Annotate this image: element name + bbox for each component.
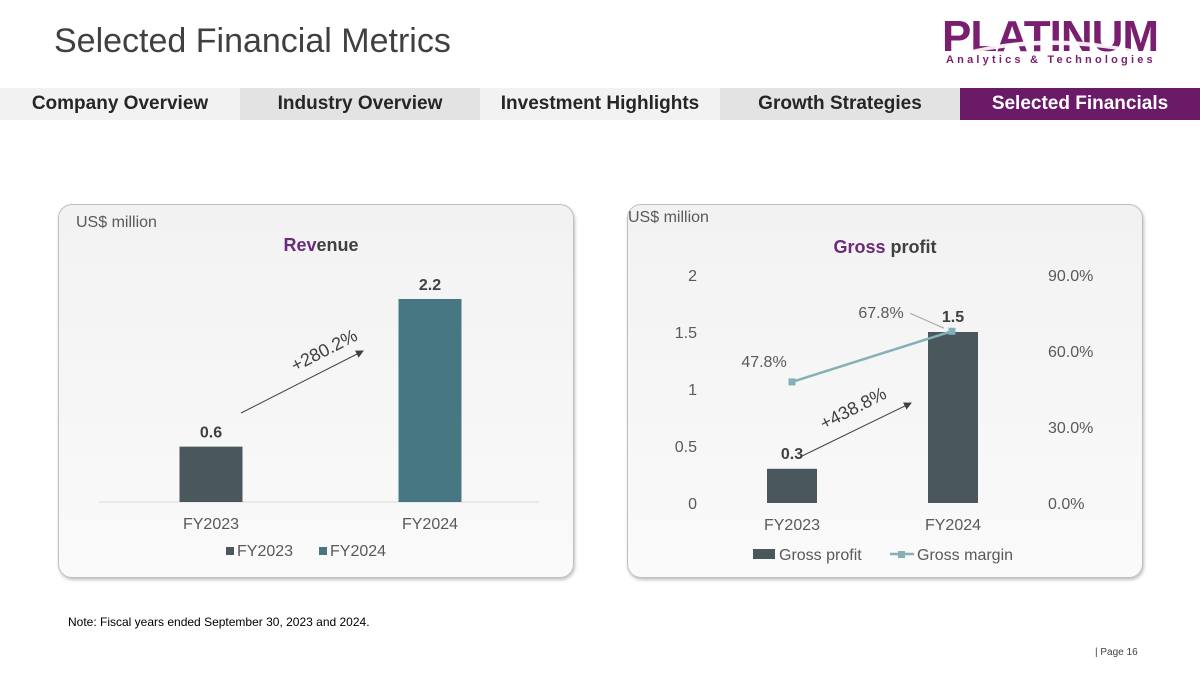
footnote: Note: Fiscal years ended September 30, 2… <box>68 615 370 629</box>
revenue-unit-label: US$ million <box>76 214 157 231</box>
gross-profit-category-fy2024: FY2024 <box>925 517 981 534</box>
revenue-bar-fy2023 <box>179 446 243 502</box>
left-axis-tick-3: 1.5 <box>675 325 697 342</box>
gross-profit-chart-title: Gross profit <box>833 237 936 257</box>
gross-profit-left-axis: 0 0.5 1 1.5 2 <box>675 268 697 513</box>
logo-swoosh-icon <box>964 40 1136 55</box>
revenue-chart-panel: US$ million Revenue 0.6 2.2 FY2023 FY202… <box>58 204 574 578</box>
gross-profit-chart: Gross profit 0 0.5 1 1.5 2 0.0% 30.0% 60.0% 90.… <box>675 237 1094 564</box>
left-axis-tick-4: 2 <box>688 268 697 285</box>
revenue-bar-fy2024 <box>398 299 462 502</box>
gross-margin-label-fy2023: 47.8% <box>741 354 786 371</box>
right-axis-tick-1: 30.0% <box>1048 420 1093 437</box>
gross-margin-label-fy2024: 67.8% <box>858 305 903 322</box>
section-nav: Company Overview Industry Overview Inves… <box>0 88 1200 120</box>
gross-margin-line <box>791 330 953 384</box>
gross-profit-right-axis: 0.0% 30.0% 60.0% 90.0% <box>1048 268 1093 513</box>
left-axis-tick-1: 0.5 <box>675 439 697 456</box>
legend-marker-gross-margin <box>898 551 905 558</box>
logo-wordmark: PLATINUM <box>942 12 1159 61</box>
logo-tagline: Analytics & Technologies <box>946 54 1156 66</box>
legend-swatch-fy2024 <box>319 547 327 555</box>
legend-swatch-fy2023 <box>226 547 234 555</box>
legend-label-fy2023: FY2023 <box>237 543 293 560</box>
legend-label-gross-margin: Gross margin <box>917 547 1013 564</box>
tab-company-overview[interactable]: Company Overview <box>0 88 240 120</box>
right-axis-tick-2: 60.0% <box>1048 344 1093 361</box>
revenue-category-fy2023: FY2023 <box>183 516 239 533</box>
gross-profit-title-part-2: profit <box>886 237 937 257</box>
gross-profit-growth-arrow <box>799 402 912 458</box>
gross-profit-title-part-1: Gross <box>833 237 885 257</box>
revenue-data-label-fy2024: 2.2 <box>419 277 441 294</box>
gross-profit-legend: Gross profit Gross margin <box>753 547 1013 564</box>
revenue-legend: FY2023 FY2024 <box>226 543 386 560</box>
tab-selected-financials[interactable]: Selected Financials <box>960 88 1200 120</box>
gross-profit-unit-label: US$ million <box>628 209 709 226</box>
tab-industry-overview[interactable]: Industry Overview <box>240 88 480 120</box>
legend-label-fy2024: FY2024 <box>330 543 386 560</box>
revenue-growth-arrow <box>240 350 364 414</box>
legend-swatch-gross-profit <box>753 549 775 559</box>
gross-margin-label-leader <box>909 312 945 329</box>
left-axis-tick-2: 1 <box>688 382 697 399</box>
page-title: Selected Financial Metrics <box>54 22 451 60</box>
gross-profit-category-fy2023: FY2023 <box>764 517 820 534</box>
gross-margin-point-fy2023 <box>788 378 796 386</box>
revenue-data-label-fy2023: 0.6 <box>200 425 222 442</box>
tab-investment-highlights[interactable]: Investment Highlights <box>480 88 720 120</box>
revenue-chart-title: Revenue <box>283 235 358 255</box>
revenue-growth-annotation: +280.2% <box>288 325 361 375</box>
gross-profit-bar-fy2023 <box>767 468 817 503</box>
left-axis-tick-0: 0 <box>688 496 697 513</box>
right-axis-tick-0: 0.0% <box>1048 496 1084 513</box>
gross-profit-bar-fy2024 <box>928 332 978 503</box>
tab-growth-strategies[interactable]: Growth Strategies <box>720 88 960 120</box>
right-axis-tick-3: 90.0% <box>1048 268 1093 285</box>
company-logo: PLATINUM Analytics & Technologies <box>936 12 1162 70</box>
gross-profit-data-label-fy2024: 1.5 <box>942 309 964 326</box>
revenue-title-part-1: Rev <box>283 235 316 255</box>
gross-profit-growth-annotation: +438.8% <box>817 383 890 433</box>
revenue-category-fy2024: FY2024 <box>402 516 458 533</box>
gross-profit-data-label-fy2023: 0.3 <box>781 446 803 463</box>
legend-label-gross-profit: Gross profit <box>779 547 862 564</box>
page-number: | Page 16 <box>1095 647 1138 658</box>
gross-margin-point-fy2024 <box>948 327 956 335</box>
revenue-chart: Revenue 0.6 2.2 FY2023 FY2024 +280.2% FY… <box>99 235 539 560</box>
gross-profit-chart-panel: US$ million Gross profit 0 0.5 1 1.5 2 0.0% 3… <box>627 204 1143 578</box>
revenue-title-part-2: enue <box>317 235 359 255</box>
